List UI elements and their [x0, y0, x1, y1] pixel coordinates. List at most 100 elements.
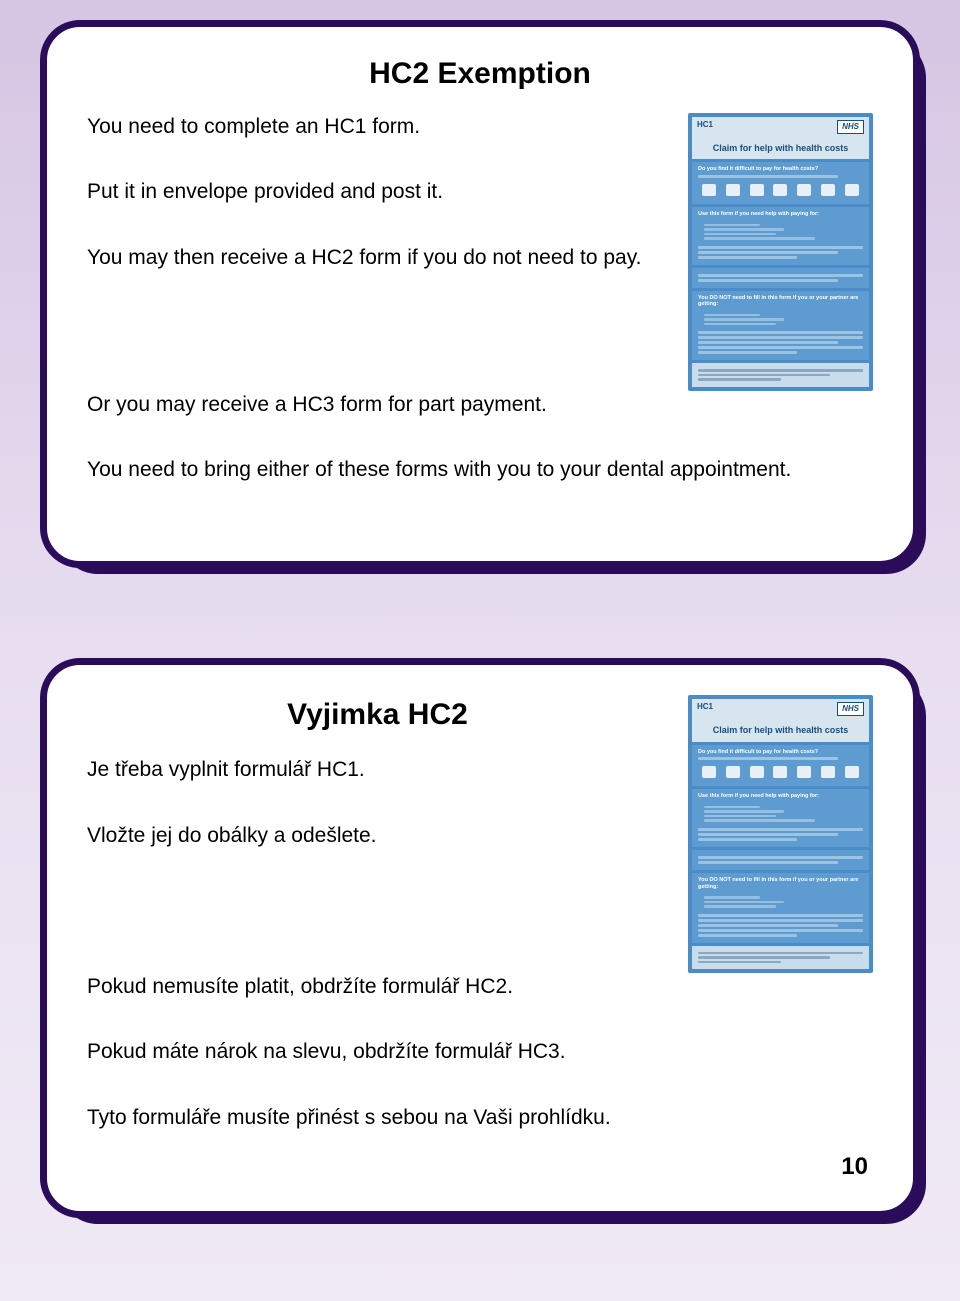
bullet-line	[704, 806, 760, 809]
bullet-line	[704, 810, 784, 813]
paragraph: Put it in envelope provided and post it.	[87, 178, 668, 205]
card-text-full: Or you may receive a HC3 form for part p…	[87, 391, 873, 484]
text-line	[698, 838, 797, 841]
hc1-block-1: Do you find it difficult to pay for heal…	[692, 745, 869, 787]
hc1-form-mock: HC1 NHS Claim for help with health costs…	[688, 695, 873, 973]
bullet-list	[698, 310, 863, 330]
text-line	[698, 757, 838, 760]
hc1-icon	[702, 766, 716, 778]
page-number: 10	[841, 1153, 868, 1181]
hc1-icon	[726, 766, 740, 778]
bullet-line	[704, 323, 776, 326]
hc1-icon	[845, 184, 859, 196]
bullet-line	[704, 819, 815, 822]
hc1-block-head: You DO NOT need to fill in this form if …	[698, 295, 863, 308]
hc1-header-left: HC1	[697, 702, 713, 716]
note-line	[698, 952, 863, 955]
text-line	[698, 351, 797, 354]
text-line	[698, 336, 863, 339]
hc1-block-4: You DO NOT need to fill in this form if …	[692, 873, 869, 943]
hc1-block-2: Use this form if you need help with payi…	[692, 207, 869, 265]
text-line	[698, 331, 863, 334]
bullet-list	[698, 892, 863, 912]
bullet-list	[698, 802, 863, 826]
bullet-line	[704, 233, 776, 236]
bullet-list	[698, 220, 863, 244]
hc1-icon	[821, 184, 835, 196]
text-line	[698, 279, 838, 282]
hc1-form-title: Claim for help with health costs	[692, 719, 869, 742]
hc1-form-title: Claim for help with health costs	[692, 137, 869, 160]
hc1-icon	[845, 766, 859, 778]
text-line	[698, 251, 838, 254]
text-line	[698, 934, 797, 937]
hc1-header-left: HC1	[697, 120, 713, 134]
bullet-line	[704, 237, 815, 240]
text-line	[698, 346, 863, 349]
hc1-block-head: Do you find it difficult to pay for heal…	[698, 166, 863, 173]
text-line	[698, 246, 863, 249]
bullet-line	[704, 224, 760, 227]
paragraph: Tyto formuláře musíte přinést s sebou na…	[87, 1104, 873, 1131]
hc1-icon	[797, 184, 811, 196]
hc1-note	[692, 946, 869, 970]
hc1-form-image: HC1 NHS Claim for help with health costs…	[688, 113, 873, 391]
paragraph: Pokud máte nárok na slevu, obdržíte form…	[87, 1038, 873, 1065]
paragraph: Or you may receive a HC3 form for part p…	[87, 391, 873, 418]
paragraph: Je třeba vyplnit formulář HC1.	[87, 756, 668, 783]
bullet-line	[704, 314, 760, 317]
hc1-icon	[726, 184, 740, 196]
text-line	[698, 274, 863, 277]
hc1-block-3	[692, 850, 869, 870]
note-line	[698, 961, 781, 964]
hc1-note	[692, 363, 869, 387]
hc1-header: HC1 NHS	[692, 117, 869, 137]
hc1-block-head: Use this form if you need help with payi…	[698, 211, 863, 218]
bullet-line	[704, 318, 784, 321]
text-line	[698, 828, 863, 831]
text-line	[698, 914, 863, 917]
hc1-icon	[773, 184, 787, 196]
hc1-form-mock: HC1 NHS Claim for help with health costs…	[688, 113, 873, 391]
card-body: Vyjimka HC2 Je třeba vyplnit formulář HC…	[87, 695, 873, 973]
hc1-icon	[821, 766, 835, 778]
card-title: Vyjimka HC2	[87, 695, 668, 734]
bullet-line	[704, 896, 760, 899]
card-content: Vyjimka HC2 Je třeba vyplnit formulář HC…	[40, 658, 920, 1218]
hc1-block-head: Do you find it difficult to pay for heal…	[698, 749, 863, 756]
card-text: You need to complete an HC1 form. Put it…	[87, 113, 668, 391]
text-line	[698, 833, 838, 836]
hc1-icon-row	[698, 180, 863, 200]
note-line	[698, 378, 781, 381]
hc1-block-3	[692, 268, 869, 288]
paragraph: You may then receive a HC2 form if you d…	[87, 244, 668, 271]
card-text: Vyjimka HC2 Je třeba vyplnit formulář HC…	[87, 695, 668, 973]
hc1-header: HC1 NHS	[692, 699, 869, 719]
bullet-line	[704, 228, 784, 231]
hc1-icon	[773, 766, 787, 778]
card-english: HC2 Exemption You need to complete an HC…	[40, 20, 920, 568]
card-title: HC2 Exemption	[87, 57, 873, 91]
hc1-header-right: NHS	[837, 120, 864, 134]
note-line	[698, 369, 863, 372]
text-line	[698, 861, 838, 864]
card-czech: Vyjimka HC2 Je třeba vyplnit formulář HC…	[40, 658, 920, 1218]
paragraph: Pokud nemusíte platit, obdržíte formulář…	[87, 973, 873, 1000]
text-line	[698, 256, 797, 259]
text-line	[698, 929, 863, 932]
card-content: HC2 Exemption You need to complete an HC…	[40, 20, 920, 568]
note-line	[698, 374, 830, 377]
hc1-icon	[750, 184, 764, 196]
hc1-icon	[750, 766, 764, 778]
hc1-block-1: Do you find it difficult to pay for heal…	[692, 162, 869, 204]
hc1-icon-row	[698, 762, 863, 782]
hc1-header-right: NHS	[837, 702, 864, 716]
hc1-icon	[702, 184, 716, 196]
hc1-block-2: Use this form if you need help with payi…	[692, 789, 869, 847]
text-line	[698, 919, 863, 922]
card-text-full: Pokud nemusíte platit, obdržíte formulář…	[87, 973, 873, 1131]
paragraph: You need to complete an HC1 form.	[87, 113, 668, 140]
hc1-block-head: You DO NOT need to fill in this form if …	[698, 877, 863, 890]
hc1-icon	[797, 766, 811, 778]
bullet-line	[704, 815, 776, 818]
